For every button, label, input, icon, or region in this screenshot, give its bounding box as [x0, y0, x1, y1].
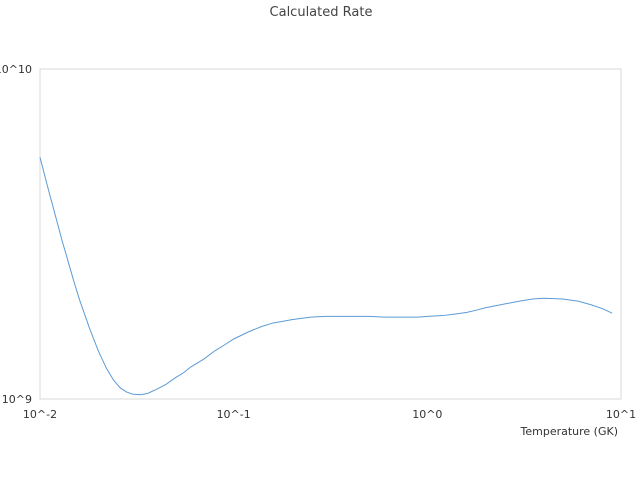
plot-area-border [39, 68, 622, 400]
x-tick-labels: 10^-2 10^-1 10^0 10^1 [23, 408, 636, 421]
x-tick-label: 10^-1 [217, 408, 251, 421]
x-axis-label: Temperature (GK) [520, 425, 619, 438]
x-tick-label: 10^1 [606, 408, 636, 421]
y-tick-label: 10^9 [2, 393, 32, 406]
x-tick-label: 10^0 [412, 408, 442, 421]
y-tick-labels: 10^9 10^10 [0, 63, 32, 406]
chart-title: Calculated Rate [270, 5, 373, 20]
x-tick-label: 10^-2 [23, 408, 57, 421]
y-tick-label: 10^10 [0, 63, 32, 76]
series-line [39, 157, 613, 396]
